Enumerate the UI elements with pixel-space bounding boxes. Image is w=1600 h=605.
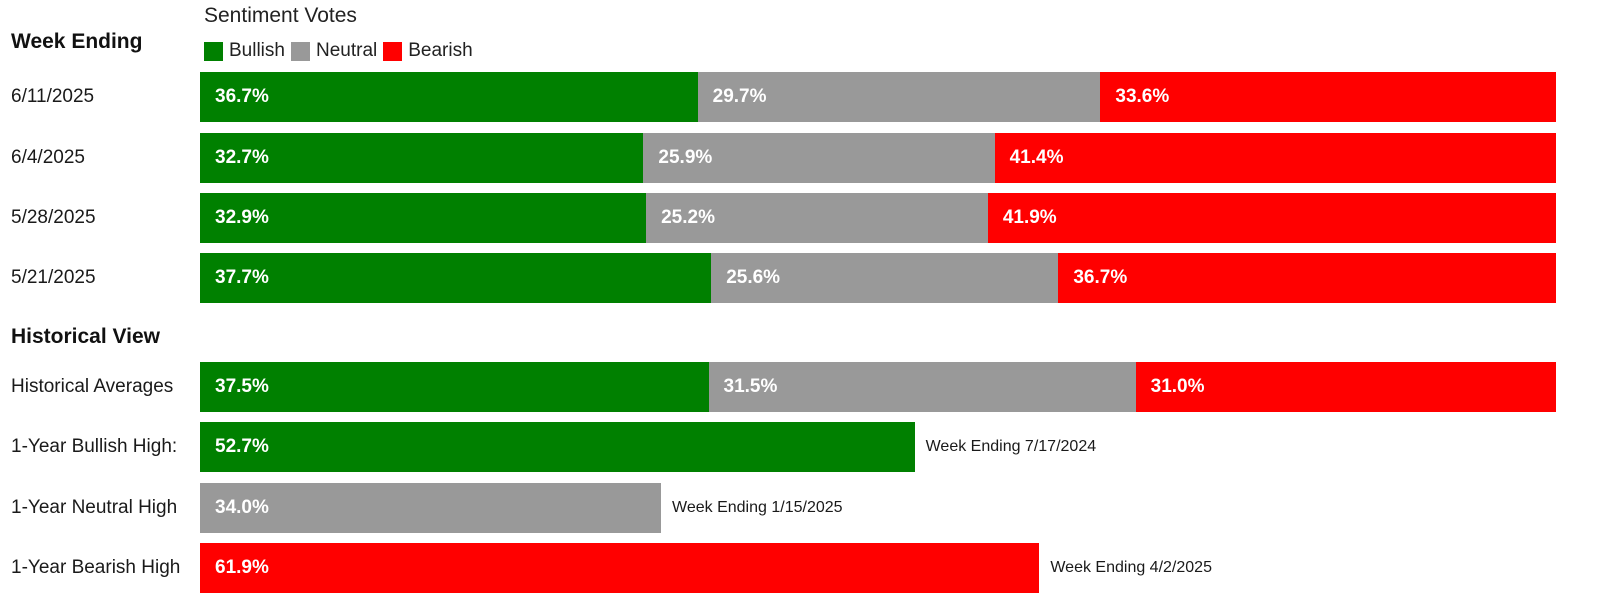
data-label-bearish: 33.6% [1115, 86, 1170, 107]
data-label-bullish: 37.7% [215, 267, 269, 288]
legend-swatch-bullish [204, 41, 223, 61]
data-label-bearish: 41.9% [1002, 207, 1057, 228]
section-header: Historical View [11, 325, 161, 348]
bar-segment-bearish: 33.6% [1100, 72, 1556, 122]
bar-segment-bearish: 36.7% [1058, 253, 1556, 303]
data-label-neutral: 29.7% [712, 86, 767, 107]
data-label-neutral: 25.9% [658, 147, 713, 168]
row-label: 6/4/2025 [11, 147, 85, 168]
data-label-bearish: 31.0% [1150, 376, 1205, 397]
data-label-bullish: 37.5% [215, 376, 269, 397]
row-label: 1-Year Bearish High [11, 557, 181, 578]
legend-swatch-neutral [290, 41, 310, 61]
chart-title: Sentiment Votes [204, 4, 357, 27]
bar-segment-neutral: 25.6% [711, 253, 1059, 303]
bar-segment-bearish: 61.9% [200, 543, 1040, 593]
data-label-neutral: 34.0% [215, 497, 269, 518]
bar-segment-bearish: 41.9% [987, 193, 1556, 243]
data-label-bullish: 32.9% [215, 207, 269, 228]
data-label-bearish: 36.7% [1073, 267, 1128, 288]
bar-segment-neutral: 31.5% [708, 362, 1136, 412]
bar-segment-bullish: 37.5% [200, 362, 709, 412]
row-label: 6/11/2025 [11, 86, 95, 107]
legend-item-bullish: Bullish [204, 40, 285, 62]
legend-label-bearish: Bearish [408, 40, 473, 61]
legend-label-bullish: Bullish [229, 40, 285, 61]
bar-segment-bearish: 41.4% [994, 133, 1556, 183]
bar-segment-bearish: 31.0% [1135, 362, 1556, 412]
row-label: 5/28/2025 [11, 207, 96, 228]
legend-swatch-bearish [383, 41, 403, 61]
bar-segment-neutral: 34.0% [200, 483, 662, 533]
data-label-neutral: 25.6% [726, 267, 781, 288]
row-label: 1-Year Neutral High [11, 497, 178, 518]
data-label-bearish: 61.9% [215, 557, 269, 578]
legend: Bullish Neutral Bearish [204, 40, 479, 62]
section-header: Week Ending [11, 30, 143, 53]
data-label-bearish: 41.4% [1009, 147, 1064, 168]
row-label: Historical Averages [11, 376, 174, 397]
data-label-neutral: 31.5% [723, 376, 778, 397]
data-label-bullish: 32.7% [215, 147, 269, 168]
bar-segment-bullish: 52.7% [200, 422, 915, 472]
week-ending-note: Week Ending 1/15/2025 [672, 499, 843, 516]
legend-item-bearish: Bearish [383, 40, 473, 62]
row-label: 5/21/2025 [11, 267, 96, 288]
bar-segment-neutral: 29.7% [697, 72, 1101, 122]
bar-segment-bullish: 36.7% [200, 72, 698, 122]
data-label-bullish: 52.7% [215, 436, 269, 457]
data-label-bullish: 36.7% [215, 86, 269, 107]
bar-segment-bullish: 32.7% [200, 133, 644, 183]
bar-segment-neutral: 25.9% [643, 133, 995, 183]
bar-segment-neutral: 25.2% [646, 193, 988, 243]
week-ending-note: Week Ending 7/17/2024 [925, 438, 1097, 455]
week-ending-note: Week Ending 4/2/2025 [1050, 559, 1212, 576]
bar-segment-bullish: 37.7% [200, 253, 712, 303]
legend-label-neutral: Neutral [315, 40, 378, 61]
legend-item-neutral: Neutral [290, 40, 378, 62]
bar-segment-bullish: 32.9% [200, 193, 647, 243]
row-label: 1-Year Bullish High: [11, 436, 178, 457]
data-label-neutral: 25.2% [661, 207, 715, 228]
